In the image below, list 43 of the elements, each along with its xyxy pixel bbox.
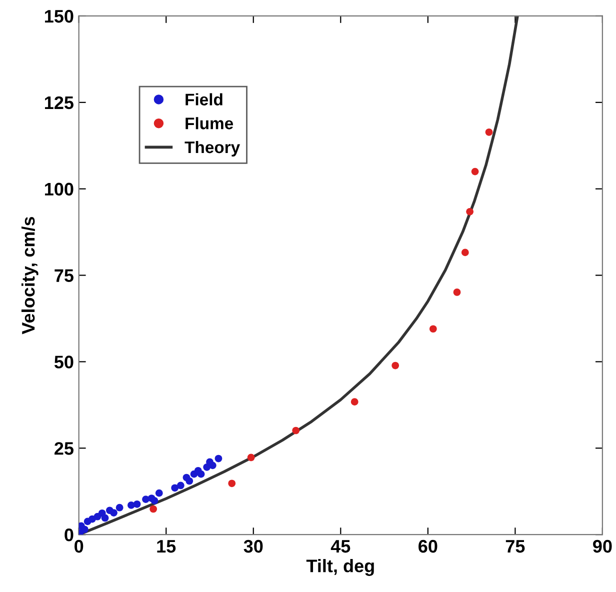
legend-label: Field [186,93,222,106]
point [214,454,222,462]
y-tick-label: 25 [54,442,74,455]
point [292,426,300,434]
point [429,325,437,333]
point [155,489,163,497]
y-tick-label: 150 [45,10,74,23]
point [150,505,157,513]
legend-label: Theory [184,140,240,156]
x-tick-label: 60 [418,540,438,553]
point [101,514,109,522]
point [133,500,141,508]
point [150,497,158,504]
point [485,128,493,136]
point [197,470,205,478]
point [171,484,179,492]
x-tick-label: 0 [74,540,84,553]
point [471,168,479,176]
y-axis-title: Velocity, cm/s [21,216,38,334]
x-tick-label: 45 [330,540,350,553]
y-tick-label: 75 [54,269,74,282]
y-tick-label: 50 [54,356,74,368]
point [186,477,194,485]
point [110,509,118,516]
point [116,504,124,512]
y-tick-label: 125 [45,96,74,110]
point [228,480,236,488]
point [350,398,358,406]
x-tick-label: 90 [593,540,612,553]
legend-label: Flume [186,117,234,130]
point [80,526,88,534]
point [453,288,461,296]
point [466,208,474,216]
x-axis-title: Tilt, deg [306,559,374,576]
x-tick-label: 15 [157,540,176,553]
x-tick-label: 30 [244,540,263,553]
point [461,248,469,256]
x-tick-label: 75 [506,540,525,553]
y-tick-label: 0 [64,528,74,542]
point [247,454,255,462]
y-tick-label: 100 [45,182,74,196]
point [176,482,184,490]
point [392,362,400,370]
